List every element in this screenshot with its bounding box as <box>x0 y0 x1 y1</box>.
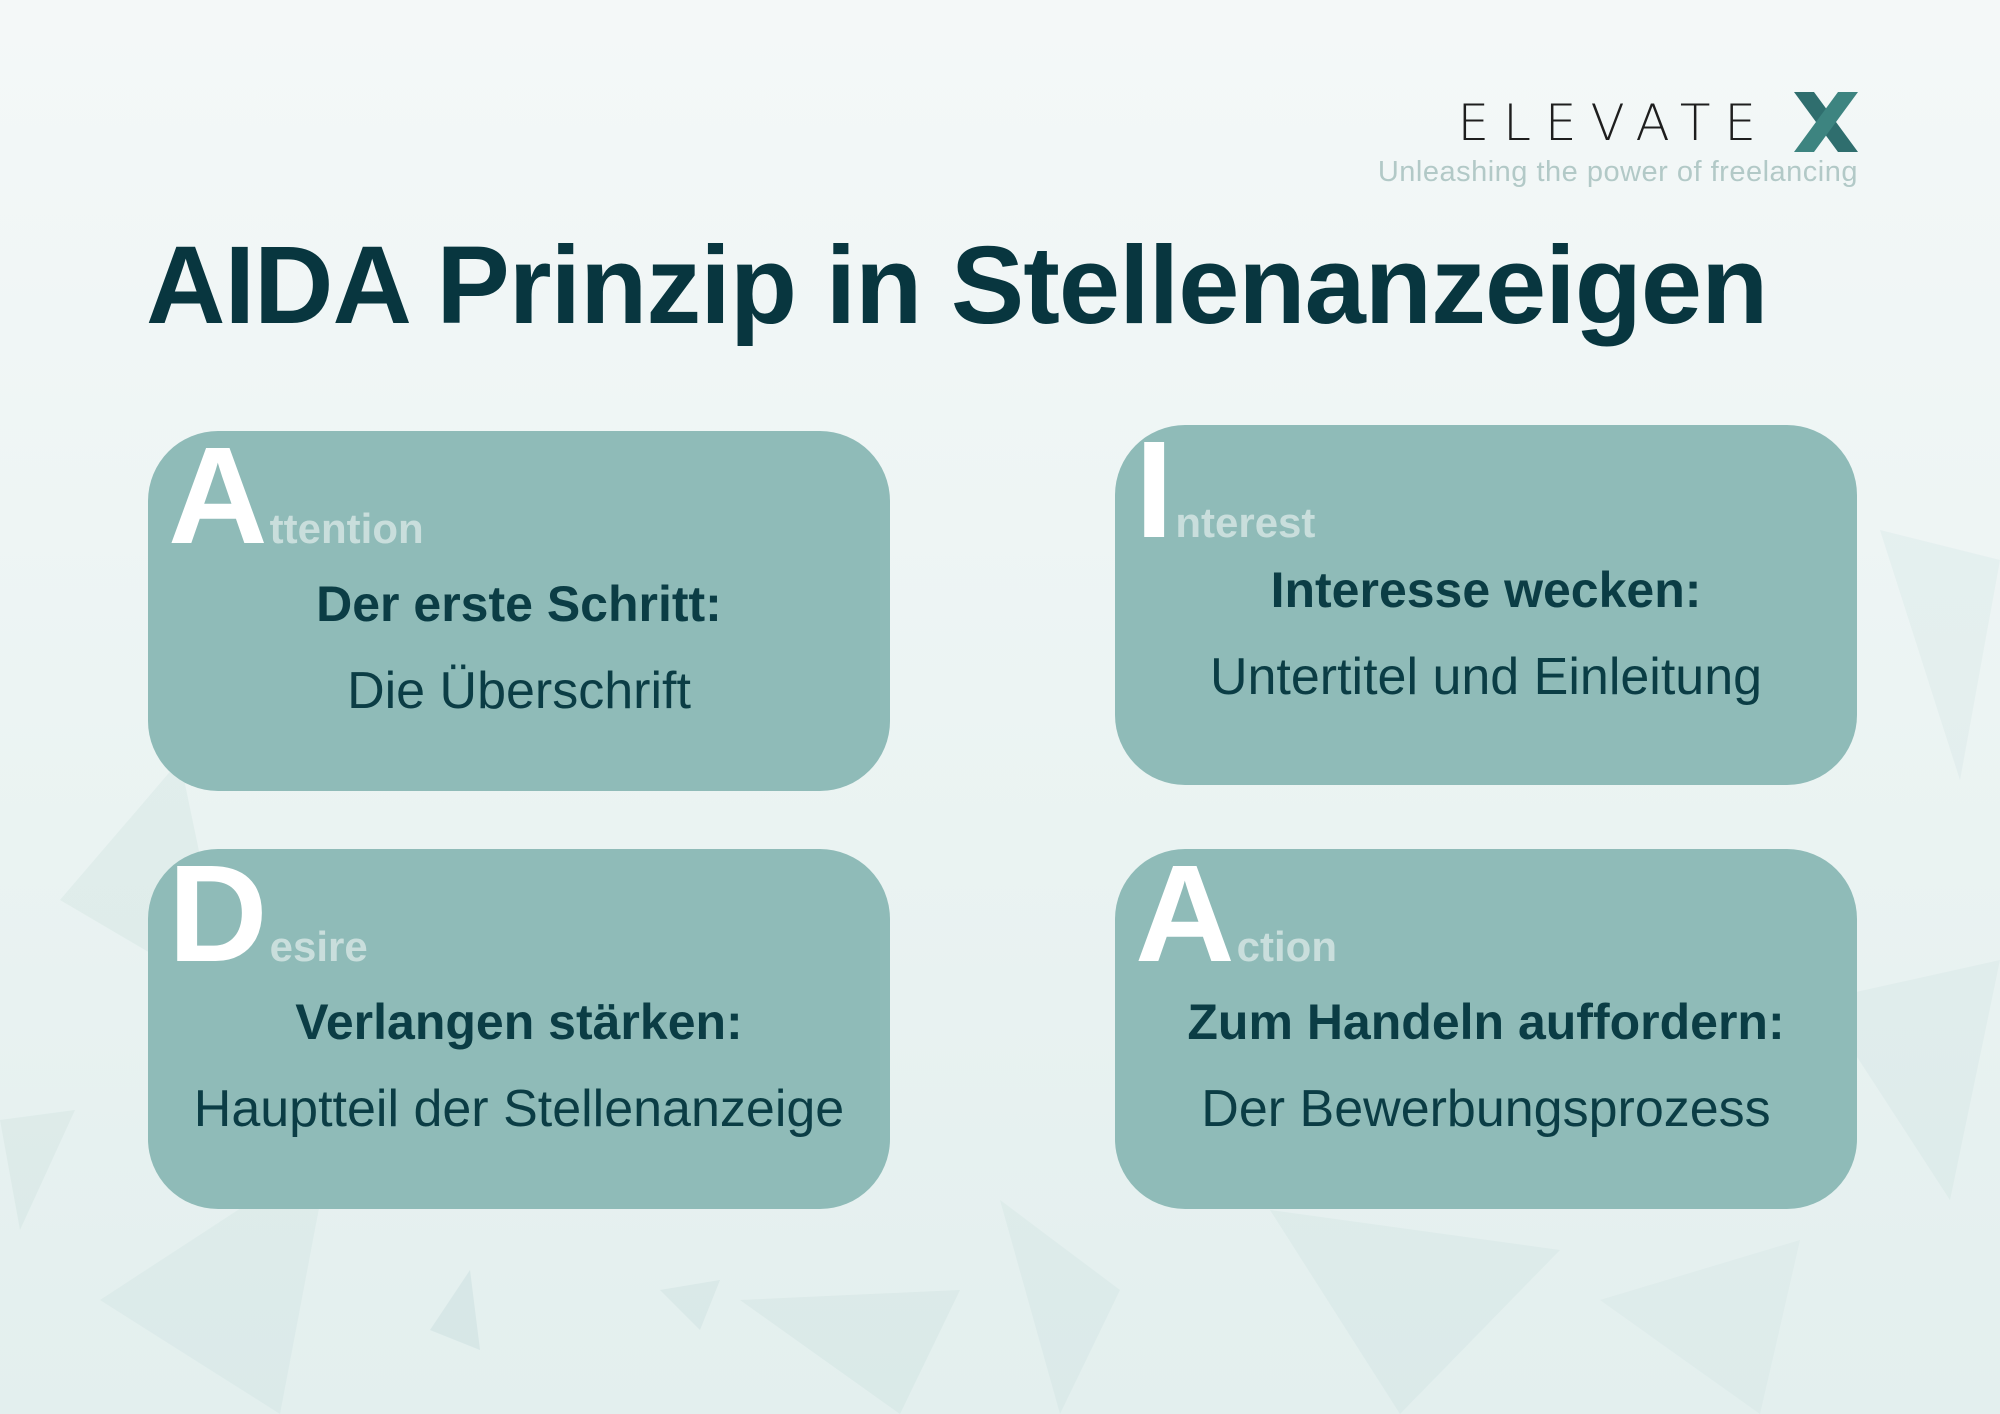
card-heading: Interesse wecken: <box>1270 562 1702 618</box>
logo-x-icon <box>1794 92 1858 152</box>
card-text: Der Bewerbungsprozess <box>1201 1080 1771 1138</box>
card-text: Hauptteil der Stellenanzeige <box>193 1080 845 1138</box>
card-letter: A <box>1135 837 1235 991</box>
page-title: AIDA Prinzip in Stellenanzeigen <box>146 224 1768 347</box>
card-word: esire <box>269 923 368 970</box>
card-word: ction <box>1236 923 1337 970</box>
card-letter: D <box>168 837 268 991</box>
card-letter: A <box>168 419 268 573</box>
card-heading: Der erste Schritt: <box>316 576 722 632</box>
card-text: Untertitel und Einleitung <box>1209 648 1763 706</box>
card-text: Die Überschrift <box>347 662 691 720</box>
card-heading: Zum Handeln auffordern: <box>1187 994 1785 1050</box>
elevatex-logo: ELEVATE Unleashing the power of freelanc… <box>1377 88 1858 198</box>
card-heading: Verlangen stärken: <box>295 994 743 1050</box>
logo-tagline: Unleashing the power of freelancing <box>1377 156 1858 188</box>
card-word: ttention <box>269 505 424 552</box>
card-word: nterest <box>1175 499 1316 546</box>
logo-wordmark: ELEVATE <box>1457 94 1770 152</box>
card-letter: I <box>1135 413 1174 567</box>
